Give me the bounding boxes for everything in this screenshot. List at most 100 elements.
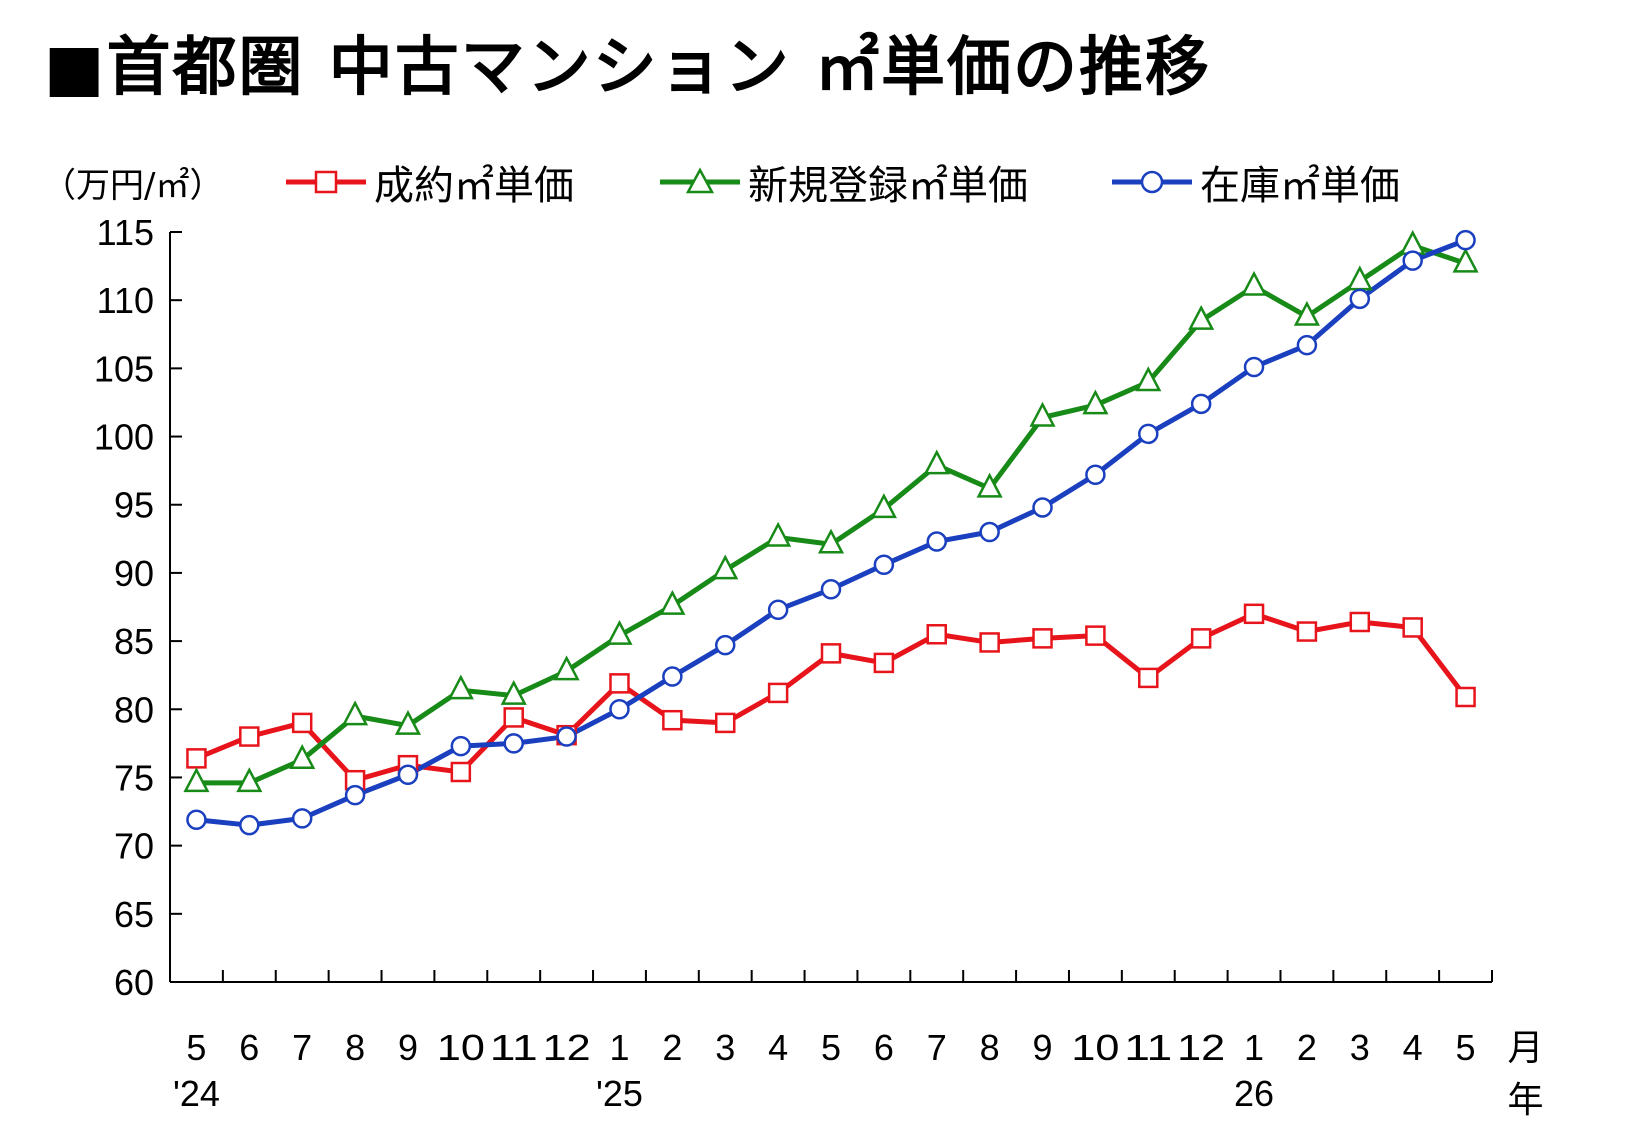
data-point-contract	[1296, 621, 1318, 642]
data-point-stock	[926, 531, 948, 552]
x-year-label: 26	[1234, 1073, 1274, 1114]
data-point-contract	[239, 726, 260, 747]
data-point-stock	[1190, 393, 1212, 415]
legend-item-stock: 在庫㎡単価	[1112, 160, 1400, 209]
legend-label-contract: 成約㎡単価	[374, 163, 574, 209]
x-tick-label: 4	[1403, 1027, 1423, 1068]
data-point-new	[976, 472, 1003, 498]
legend-label-stock: 在庫㎡単価	[1200, 163, 1400, 209]
x-tick-label: 3	[1350, 1027, 1370, 1068]
data-point-new	[342, 700, 369, 726]
legend-marker-triangle	[660, 167, 740, 194]
y-tick-label: 70	[114, 826, 154, 867]
x-tick-label: 1	[1244, 1027, 1264, 1068]
data-point-stock	[662, 666, 683, 687]
data-point-new	[553, 655, 580, 681]
data-point-contract	[186, 748, 207, 769]
data-point-new	[500, 679, 527, 705]
data-point-new	[1135, 366, 1162, 392]
y-tick-label: 75	[114, 757, 154, 798]
data-point-contract	[1190, 628, 1212, 649]
data-point-contract	[820, 643, 842, 664]
x-tick-label: 12	[543, 1027, 591, 1068]
data-point-new	[183, 767, 210, 793]
data-point-new	[659, 589, 686, 615]
data-point-new	[1029, 401, 1056, 427]
data-point-contract	[979, 632, 1000, 653]
x-tick-label: 2	[662, 1027, 682, 1068]
x-tick-label: 2	[1297, 1027, 1317, 1068]
data-point-new	[817, 528, 845, 554]
data-point-new	[1293, 300, 1320, 326]
data-point-contract	[873, 652, 895, 674]
data-point-stock	[344, 784, 366, 806]
y-tick-label: 100	[94, 417, 154, 458]
data-point-contract	[291, 712, 313, 734]
data-point-contract	[450, 761, 472, 783]
data-point-stock	[1243, 356, 1265, 378]
series-line-contract	[195, 611, 1468, 783]
data-point-new	[1188, 304, 1215, 330]
data-point-stock	[767, 599, 789, 620]
data-point-new	[1082, 389, 1109, 415]
data-point-contract	[1402, 617, 1423, 638]
data-point-new	[870, 493, 897, 519]
y-tick-label: 65	[114, 894, 154, 935]
x-tick-label: 3	[715, 1027, 735, 1068]
x-tick-label: 8	[345, 1027, 365, 1068]
x-tick-label: 6	[874, 1027, 894, 1068]
data-point-contract	[1138, 667, 1159, 689]
data-point-contract	[1455, 686, 1476, 708]
legend-item-new: 新規登録㎡単価	[660, 160, 1028, 209]
legend-label-new: 新規登録㎡単価	[748, 163, 1028, 209]
data-point-stock	[714, 634, 736, 656]
data-point-contract	[662, 709, 683, 731]
y-tick-label: 110	[97, 280, 154, 321]
data-point-contract	[609, 673, 630, 694]
y-tick-label: 60	[114, 962, 154, 1003]
data-point-contract	[1032, 628, 1053, 649]
series-layer	[183, 229, 1479, 836]
data-point-new	[923, 449, 950, 475]
data-point-new	[1240, 270, 1268, 296]
x-tick-label: 6	[239, 1027, 259, 1068]
data-point-contract	[1349, 611, 1371, 633]
x-tick-label: 11	[1124, 1027, 1172, 1068]
data-point-stock	[239, 814, 260, 836]
legend-marker-square	[286, 170, 366, 194]
data-point-stock	[609, 699, 630, 720]
data-point-stock	[1296, 334, 1318, 356]
data-point-new	[712, 554, 739, 580]
chart-title: ■首都圏 中古マンション ㎡単価の推移	[44, 31, 1212, 105]
y-axis-unit-label: （万円/㎡）	[42, 166, 224, 206]
data-point-stock	[503, 733, 524, 754]
x-tick-label: 8	[980, 1027, 1000, 1068]
x-tick-label: 10	[437, 1027, 485, 1068]
data-point-stock	[397, 764, 419, 785]
x-tick-label: 7	[292, 1027, 312, 1068]
data-point-new	[447, 674, 474, 700]
data-point-stock	[873, 554, 895, 575]
data-point-contract	[714, 712, 736, 734]
data-point-stock	[1402, 250, 1423, 271]
data-point-contract	[767, 682, 789, 704]
x-tick-label: 11	[490, 1027, 538, 1068]
data-point-stock	[1085, 464, 1106, 485]
data-point-contract	[1243, 603, 1265, 625]
legend-marker-circle	[1112, 170, 1192, 194]
data-point-contract	[926, 624, 948, 645]
data-point-stock	[820, 579, 842, 600]
x-axis-year-unit: 年	[1508, 1079, 1544, 1120]
data-point-contract	[503, 707, 524, 728]
data-point-stock	[1455, 229, 1476, 251]
data-point-new	[606, 619, 633, 645]
data-point-new	[1452, 247, 1479, 273]
data-point-contract	[1085, 625, 1106, 646]
x-tick-label: 12	[1177, 1027, 1225, 1068]
x-year-label: '25	[596, 1073, 643, 1114]
x-tick-label: 5	[1456, 1027, 1476, 1068]
x-tick-label: 5	[186, 1027, 206, 1068]
data-point-stock	[450, 735, 472, 757]
